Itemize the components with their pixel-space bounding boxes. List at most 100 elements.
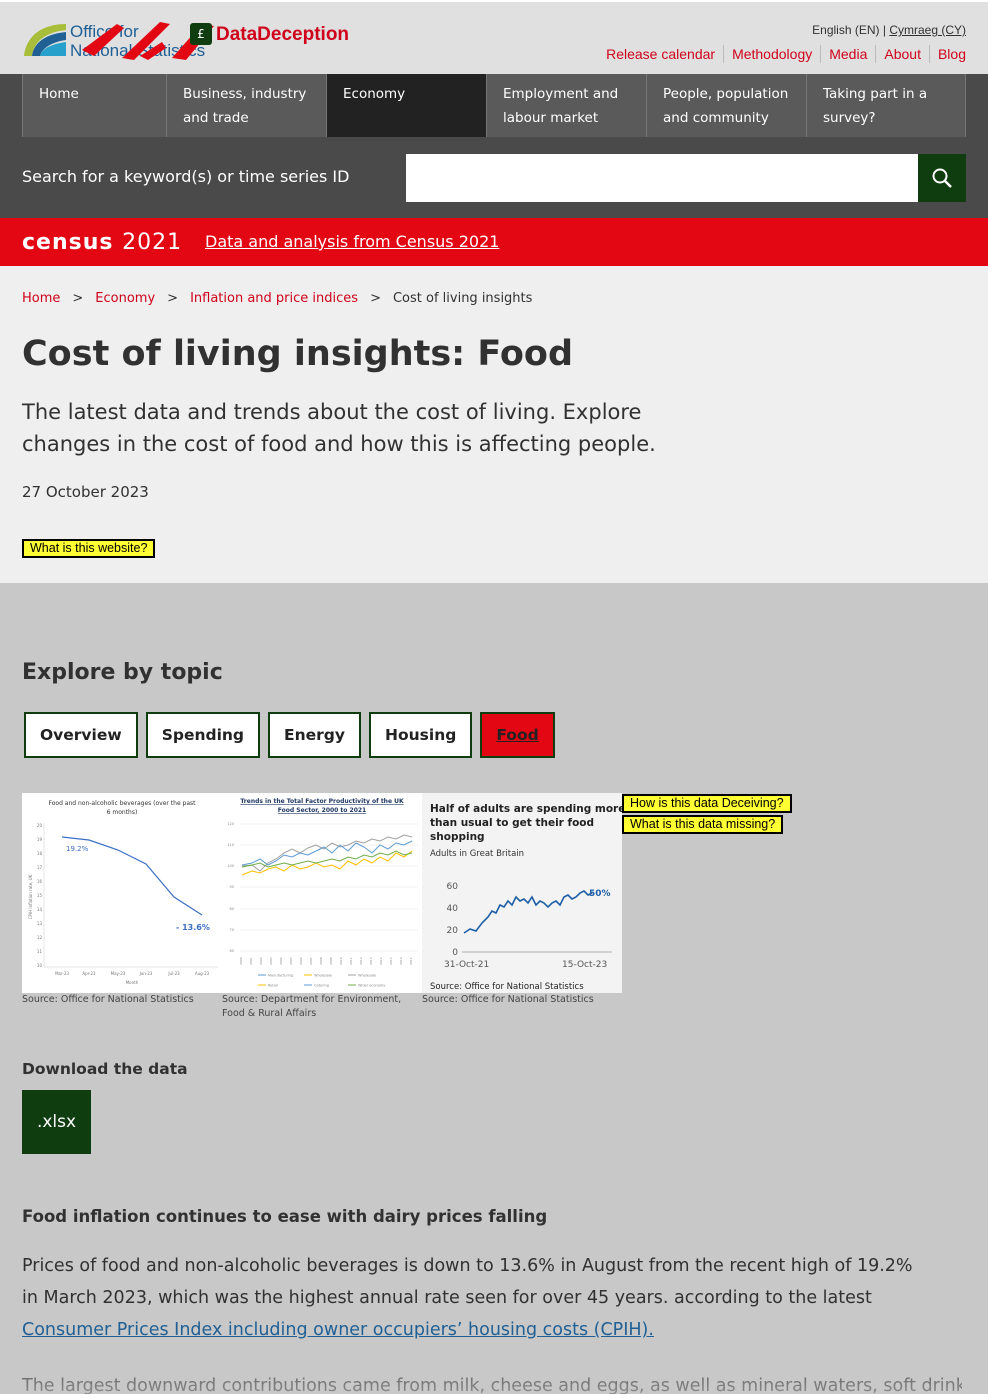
series-line: [241, 850, 413, 876]
svg-text:2009: 2009: [329, 957, 333, 965]
page-intro: Home > Economy > Inflation and price ind…: [0, 266, 988, 583]
series-line: [241, 834, 413, 872]
search-button[interactable]: [918, 154, 966, 202]
search-icon: [932, 168, 952, 188]
page-description: The latest data and trends about the cos…: [22, 400, 656, 456]
nav-item-survey[interactable]: Taking part in a survey?: [806, 74, 966, 137]
section-paragraph-2: The largest downward contributions came …: [22, 1376, 962, 1394]
y-ticks: 20 19 18 17 16 15 14 13 12 11 10: [37, 823, 43, 968]
tab-housing[interactable]: Housing: [369, 712, 473, 758]
cpih-link[interactable]: Consumer Prices Index including owner oc…: [22, 1320, 654, 1340]
svg-text:2008: 2008: [319, 957, 323, 965]
chart-title-line1: Half of adults are spending more: [430, 803, 622, 815]
utility-links: Release calendar Methodology Media About…: [598, 45, 966, 63]
breadcrumb: Home > Economy > Inflation and price ind…: [22, 291, 532, 306]
breadcrumb-economy[interactable]: Economy: [95, 291, 156, 306]
chart-source: Source: Office for National Statistics: [430, 982, 584, 992]
download-title: Download the data: [22, 1060, 188, 1078]
figure-image[interactable]: Food and non-alcoholic beverages (over t…: [22, 793, 222, 993]
section-paragraph: Prices of food and non-alcoholic beverag…: [22, 1250, 922, 1346]
label-low: - 13.6%: [176, 923, 210, 932]
link-about[interactable]: About: [875, 45, 929, 63]
legend-label: Wider economy: [358, 984, 385, 988]
nav-item-people[interactable]: People, population and community: [646, 74, 806, 137]
how-deceiving-button[interactable]: How is this data Deceiving?: [622, 794, 792, 813]
svg-text:2005: 2005: [289, 957, 293, 965]
census-logo-year: 2021: [122, 230, 183, 255]
brand-name[interactable]: DataDeception: [216, 24, 350, 45]
census-link[interactable]: Data and analysis from Census 2021: [205, 232, 500, 251]
what-missing-button[interactable]: What is this data missing?: [622, 815, 784, 834]
link-methodology[interactable]: Methodology: [723, 45, 820, 63]
chart-title-line3: shopping: [430, 831, 485, 843]
svg-text:110: 110: [227, 843, 234, 847]
svg-text:2015: 2015: [389, 957, 393, 965]
y-tick-label: 20: [447, 926, 459, 936]
topic-tabs: Overview Spending Energy Housing Food: [24, 712, 563, 758]
search-label: Search for a keyword(s) or time series I…: [22, 167, 350, 186]
food-inflation-chart: Food and non-alcoholic beverages (over t…: [28, 800, 218, 985]
svg-text:2006: 2006: [299, 957, 303, 965]
breadcrumb-home[interactable]: Home: [22, 291, 61, 306]
tab-overview[interactable]: Overview: [24, 712, 138, 758]
page-title: Cost of living insights: Food: [22, 334, 573, 374]
y-axis-label: CPIH Inflation rate, UK: [28, 874, 33, 919]
release-date: 27 October 2023: [22, 483, 149, 501]
svg-text:2000: 2000: [239, 957, 243, 965]
breadcrumb-separator: >: [167, 291, 179, 306]
figure-image[interactable]: Half of adults are spending more than us…: [422, 793, 622, 993]
y-tick-label: 15: [37, 893, 43, 898]
link-media[interactable]: Media: [820, 45, 875, 63]
lang-welsh-link[interactable]: Cymraeg (CY): [889, 23, 966, 37]
tab-food[interactable]: Food: [480, 712, 555, 758]
census-logo[interactable]: census 2021: [22, 230, 182, 255]
svg-text:2011: 2011: [349, 957, 353, 965]
census-banner: census 2021 Data and analysis from Censu…: [0, 218, 988, 266]
y-tick-label: 20: [37, 823, 43, 828]
svg-text:2007: 2007: [309, 957, 313, 965]
link-blog[interactable]: Blog: [928, 45, 966, 63]
figure-caption: Source: Department for Environment, Food…: [222, 994, 402, 1019]
figure-image[interactable]: Trends in the Total Factor Productivity …: [222, 793, 422, 993]
x-tick-label: 31-Oct-21: [444, 960, 489, 970]
figure-spending-more: Half of adults are spending more than us…: [422, 793, 622, 1021]
svg-text:120: 120: [227, 822, 234, 826]
spending-line: [463, 890, 593, 934]
nav-item-employment[interactable]: Employment and labour market: [486, 74, 646, 137]
svg-text:2004: 2004: [279, 957, 283, 965]
tab-spending[interactable]: Spending: [145, 712, 261, 758]
chart-title-line2: Food Sector, 2000 to 2021: [278, 807, 366, 814]
nav-item-business[interactable]: Business, industry and trade: [166, 74, 326, 137]
y-tick-label: 12: [37, 935, 43, 940]
main-nav: Home Business, industry and trade Econom…: [0, 74, 988, 137]
svg-text:2001: 2001: [249, 957, 253, 965]
x-tick-label: Apr-23: [82, 971, 96, 976]
spending-chart: Half of adults are spending more than us…: [430, 803, 622, 992]
svg-text:2014: 2014: [379, 957, 383, 965]
breadcrumb-current: Cost of living insights: [392, 291, 533, 306]
breadcrumb-separator: >: [72, 291, 84, 306]
nav-item-home[interactable]: Home: [22, 74, 166, 137]
breadcrumb-inflation[interactable]: Inflation and price indices: [190, 291, 359, 306]
nav-item-economy[interactable]: Economy: [326, 74, 486, 137]
figure-productivity: Trends in the Total Factor Productivity …: [222, 793, 422, 1021]
search-input[interactable]: [406, 154, 918, 202]
download-xlsx-button[interactable]: .xlsx: [22, 1090, 91, 1154]
figure-caption: Source: Office for National Statistics: [22, 994, 194, 1005]
y-tick-label: 19: [37, 837, 43, 842]
chart-subtitle: Adults in Great Britain: [430, 849, 524, 859]
svg-text:90: 90: [230, 885, 234, 889]
y-tick-label: 16: [37, 879, 43, 884]
y-tick-label: 60: [447, 882, 459, 892]
svg-text:80: 80: [230, 907, 234, 911]
figure-row: Food and non-alcoholic beverages (over t…: [22, 793, 622, 1021]
census-logo-word: census: [22, 230, 114, 255]
breadcrumb-separator: >: [370, 291, 381, 306]
link-release-calendar[interactable]: Release calendar: [606, 46, 716, 62]
svg-text:100: 100: [227, 864, 234, 868]
what-is-website-button[interactable]: What is this website?: [22, 539, 156, 558]
tab-energy[interactable]: Energy: [268, 712, 362, 758]
x-tick-label: Jun-23: [139, 971, 153, 976]
legend-label: Wholesale: [314, 974, 332, 978]
label-high: 19.2%: [66, 845, 89, 853]
